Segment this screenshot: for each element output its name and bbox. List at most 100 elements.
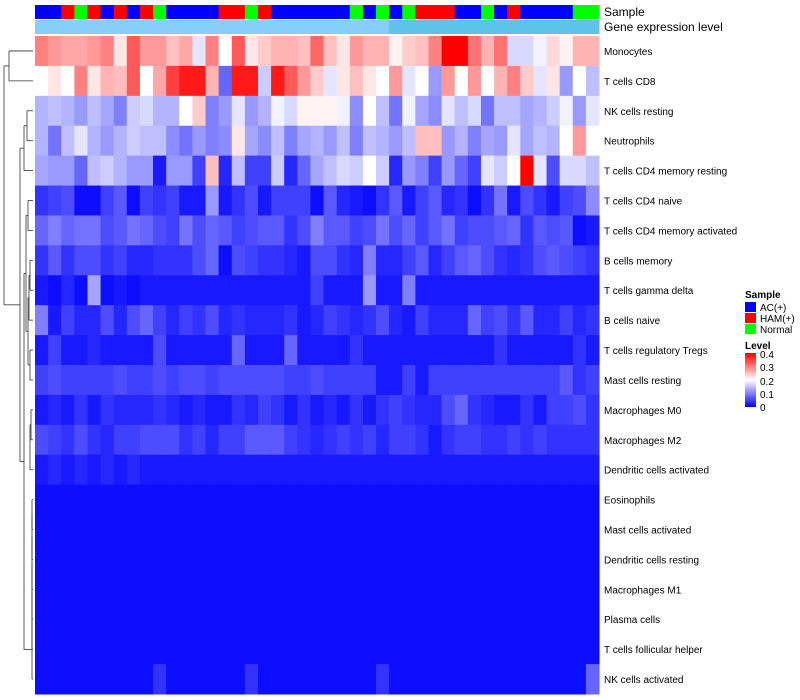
- heatmap-cell-r13-c23: [336, 424, 351, 456]
- heatmap-cell-r16-c30: [428, 514, 443, 545]
- heatmap-cell-r3-c0: [35, 125, 49, 157]
- heatmap-cell-r14-c19: [284, 454, 298, 486]
- heatmap-cell-r4-c3: [74, 155, 88, 187]
- heatmap-cell-r11-c1: [48, 365, 62, 396]
- heatmap-cell-r3-c11: [179, 125, 193, 157]
- heatmap-cell-r12-c36: [507, 394, 521, 426]
- heatmap-cell-r5-c19: [284, 185, 298, 216]
- heatmap-cell-r6-c25: [362, 215, 377, 246]
- heatmap-cell-r12-c8: [139, 394, 154, 426]
- legend-swatch-ac: [745, 302, 756, 312]
- heatmap-cell-r0-c23: [336, 36, 351, 67]
- heatmap-cell-r17-c19: [284, 544, 298, 575]
- heatmap-cell-r19-c16: [244, 604, 259, 635]
- row-label-12: Macrophages M0: [604, 406, 682, 417]
- sample-cell-30: [428, 5, 443, 19]
- heatmap-cell-r10-c26: [376, 335, 390, 366]
- heatmap-cell-r16-c16: [244, 514, 259, 545]
- sample-cell-26: [376, 5, 390, 19]
- heatmap-cell-r16-c18: [271, 514, 285, 545]
- heatmap-cell-r15-c4: [87, 484, 102, 516]
- heatmap-cell-r10-c5: [100, 335, 115, 366]
- row-label-21: NK cells activated: [604, 675, 683, 686]
- gene-expression-cell-11: [179, 20, 193, 34]
- heatmap-cell-r7-c24: [349, 245, 364, 276]
- heatmap-cell-r14-c2: [61, 454, 75, 486]
- heatmap-cell-r20-c15: [231, 634, 246, 665]
- heatmap-cell-r2-c26: [376, 95, 390, 127]
- gene-expression-cell-8: [139, 20, 154, 34]
- heatmap-cell-r15-c15: [231, 484, 246, 516]
- heatmap-cell-r10-c18: [271, 335, 285, 366]
- heatmap-cell-r16-c15: [231, 514, 246, 545]
- heatmap-cell-r0-c20: [297, 36, 311, 67]
- heatmap-cell-r9-c37: [520, 305, 534, 336]
- row-label-11: Mast cells resting: [604, 376, 681, 387]
- gene-expression-cell-28: [402, 20, 416, 34]
- heatmap-cell-r5-c37: [520, 185, 534, 216]
- heatmap-cell-r16-c0: [35, 514, 49, 545]
- heatmap-cell-r4-c31: [441, 155, 456, 187]
- heatmap-cell-r9-c13: [205, 305, 220, 336]
- legend-level-title: Level: [745, 341, 771, 352]
- heatmap-cell-r8-c34: [480, 275, 495, 306]
- heatmap-cell-r9-c15: [231, 305, 246, 336]
- heatmap-cell-r20-c41: [572, 634, 587, 665]
- heatmap-cell-r7-c11: [179, 245, 193, 276]
- heatmap-cell-r14-c13: [205, 454, 220, 486]
- heatmap-cell-r7-c10: [166, 245, 180, 276]
- heatmap-cell-r19-c41: [572, 604, 587, 635]
- heatmap-cell-r13-c37: [520, 424, 534, 456]
- heatmap-cell-r18-c16: [244, 574, 259, 605]
- heatmap-cell-r13-c29: [415, 424, 429, 456]
- heatmap-cell-r1-c38: [533, 65, 548, 97]
- heatmap-cell-r13-c34: [480, 424, 495, 456]
- heatmap-cell-r10-c15: [231, 335, 246, 366]
- heatmap-cell-r4-c19: [284, 155, 298, 187]
- heatmap-cell-r21-c5: [100, 664, 115, 695]
- heatmap-cell-r19-c25: [362, 604, 377, 635]
- sample-cell-11: [179, 5, 193, 19]
- heatmap-cell-r21-c3: [74, 664, 88, 695]
- heatmap-cell-r1-c13: [205, 65, 220, 97]
- heatmap-cell-r12-c15: [231, 394, 246, 426]
- row-labels: Monocytes T cells CD8 NK cells resting Neut…: [604, 47, 737, 686]
- heatmap-cell-r0-c1: [48, 36, 62, 67]
- heatmap-cell-r14-c4: [87, 454, 102, 486]
- heatmap-cell-r2-c12: [192, 95, 207, 127]
- heatmap-cell-r16-c6: [113, 514, 128, 545]
- heatmap-cell-r2-c35: [494, 95, 508, 127]
- row-label-9: B cells naive: [604, 316, 661, 327]
- heatmap-cell-r13-c20: [297, 424, 311, 456]
- heatmap-cell-r3-c34: [480, 125, 495, 157]
- heatmap-cell-r14-c8: [139, 454, 154, 486]
- heatmap-cell-r6-c34: [480, 215, 495, 246]
- gene-expression-cell-2: [61, 20, 75, 34]
- heatmap-cell-r8-c12: [192, 275, 207, 306]
- heatmap-cell-r9-c19: [284, 305, 298, 336]
- row-label-16: Mast cells activated: [604, 526, 691, 537]
- heatmap-cell-r15-c11: [179, 484, 193, 516]
- heatmap-cell-r8-c18: [271, 275, 285, 306]
- gene-expression-cell-10: [166, 20, 180, 34]
- heatmap-cell-r0-c29: [415, 36, 429, 67]
- sample-cell-36: [507, 5, 521, 19]
- heatmap-cell-r15-c3: [74, 484, 88, 516]
- heatmap-cell-r15-c27: [389, 484, 403, 516]
- heatmap-cell-r3-c9: [153, 125, 167, 157]
- heatmap-cell-r19-c21: [310, 604, 325, 635]
- heatmap-cell-r15-c26: [376, 484, 390, 516]
- heatmap-cell-r20-c6: [113, 634, 128, 665]
- heatmap-cell-r20-c29: [415, 634, 429, 665]
- heatmap-cell-r0-c37: [520, 36, 534, 67]
- heatmap-cell-r7-c2: [61, 245, 75, 276]
- heatmap-cell-r11-c26: [376, 365, 390, 396]
- heatmap-cell-r7-c29: [415, 245, 429, 276]
- heatmap-cell-r19-c37: [520, 604, 534, 635]
- heatmap-cell-r12-c6: [113, 394, 128, 426]
- heatmap-cell-r7-c20: [297, 245, 311, 276]
- heatmap-cell-r15-c23: [336, 484, 351, 516]
- heatmap-cell-r2-c31: [441, 95, 456, 127]
- heatmap-cell-r5-c42: [585, 185, 600, 216]
- heatmap-cell-r11-c12: [192, 365, 207, 396]
